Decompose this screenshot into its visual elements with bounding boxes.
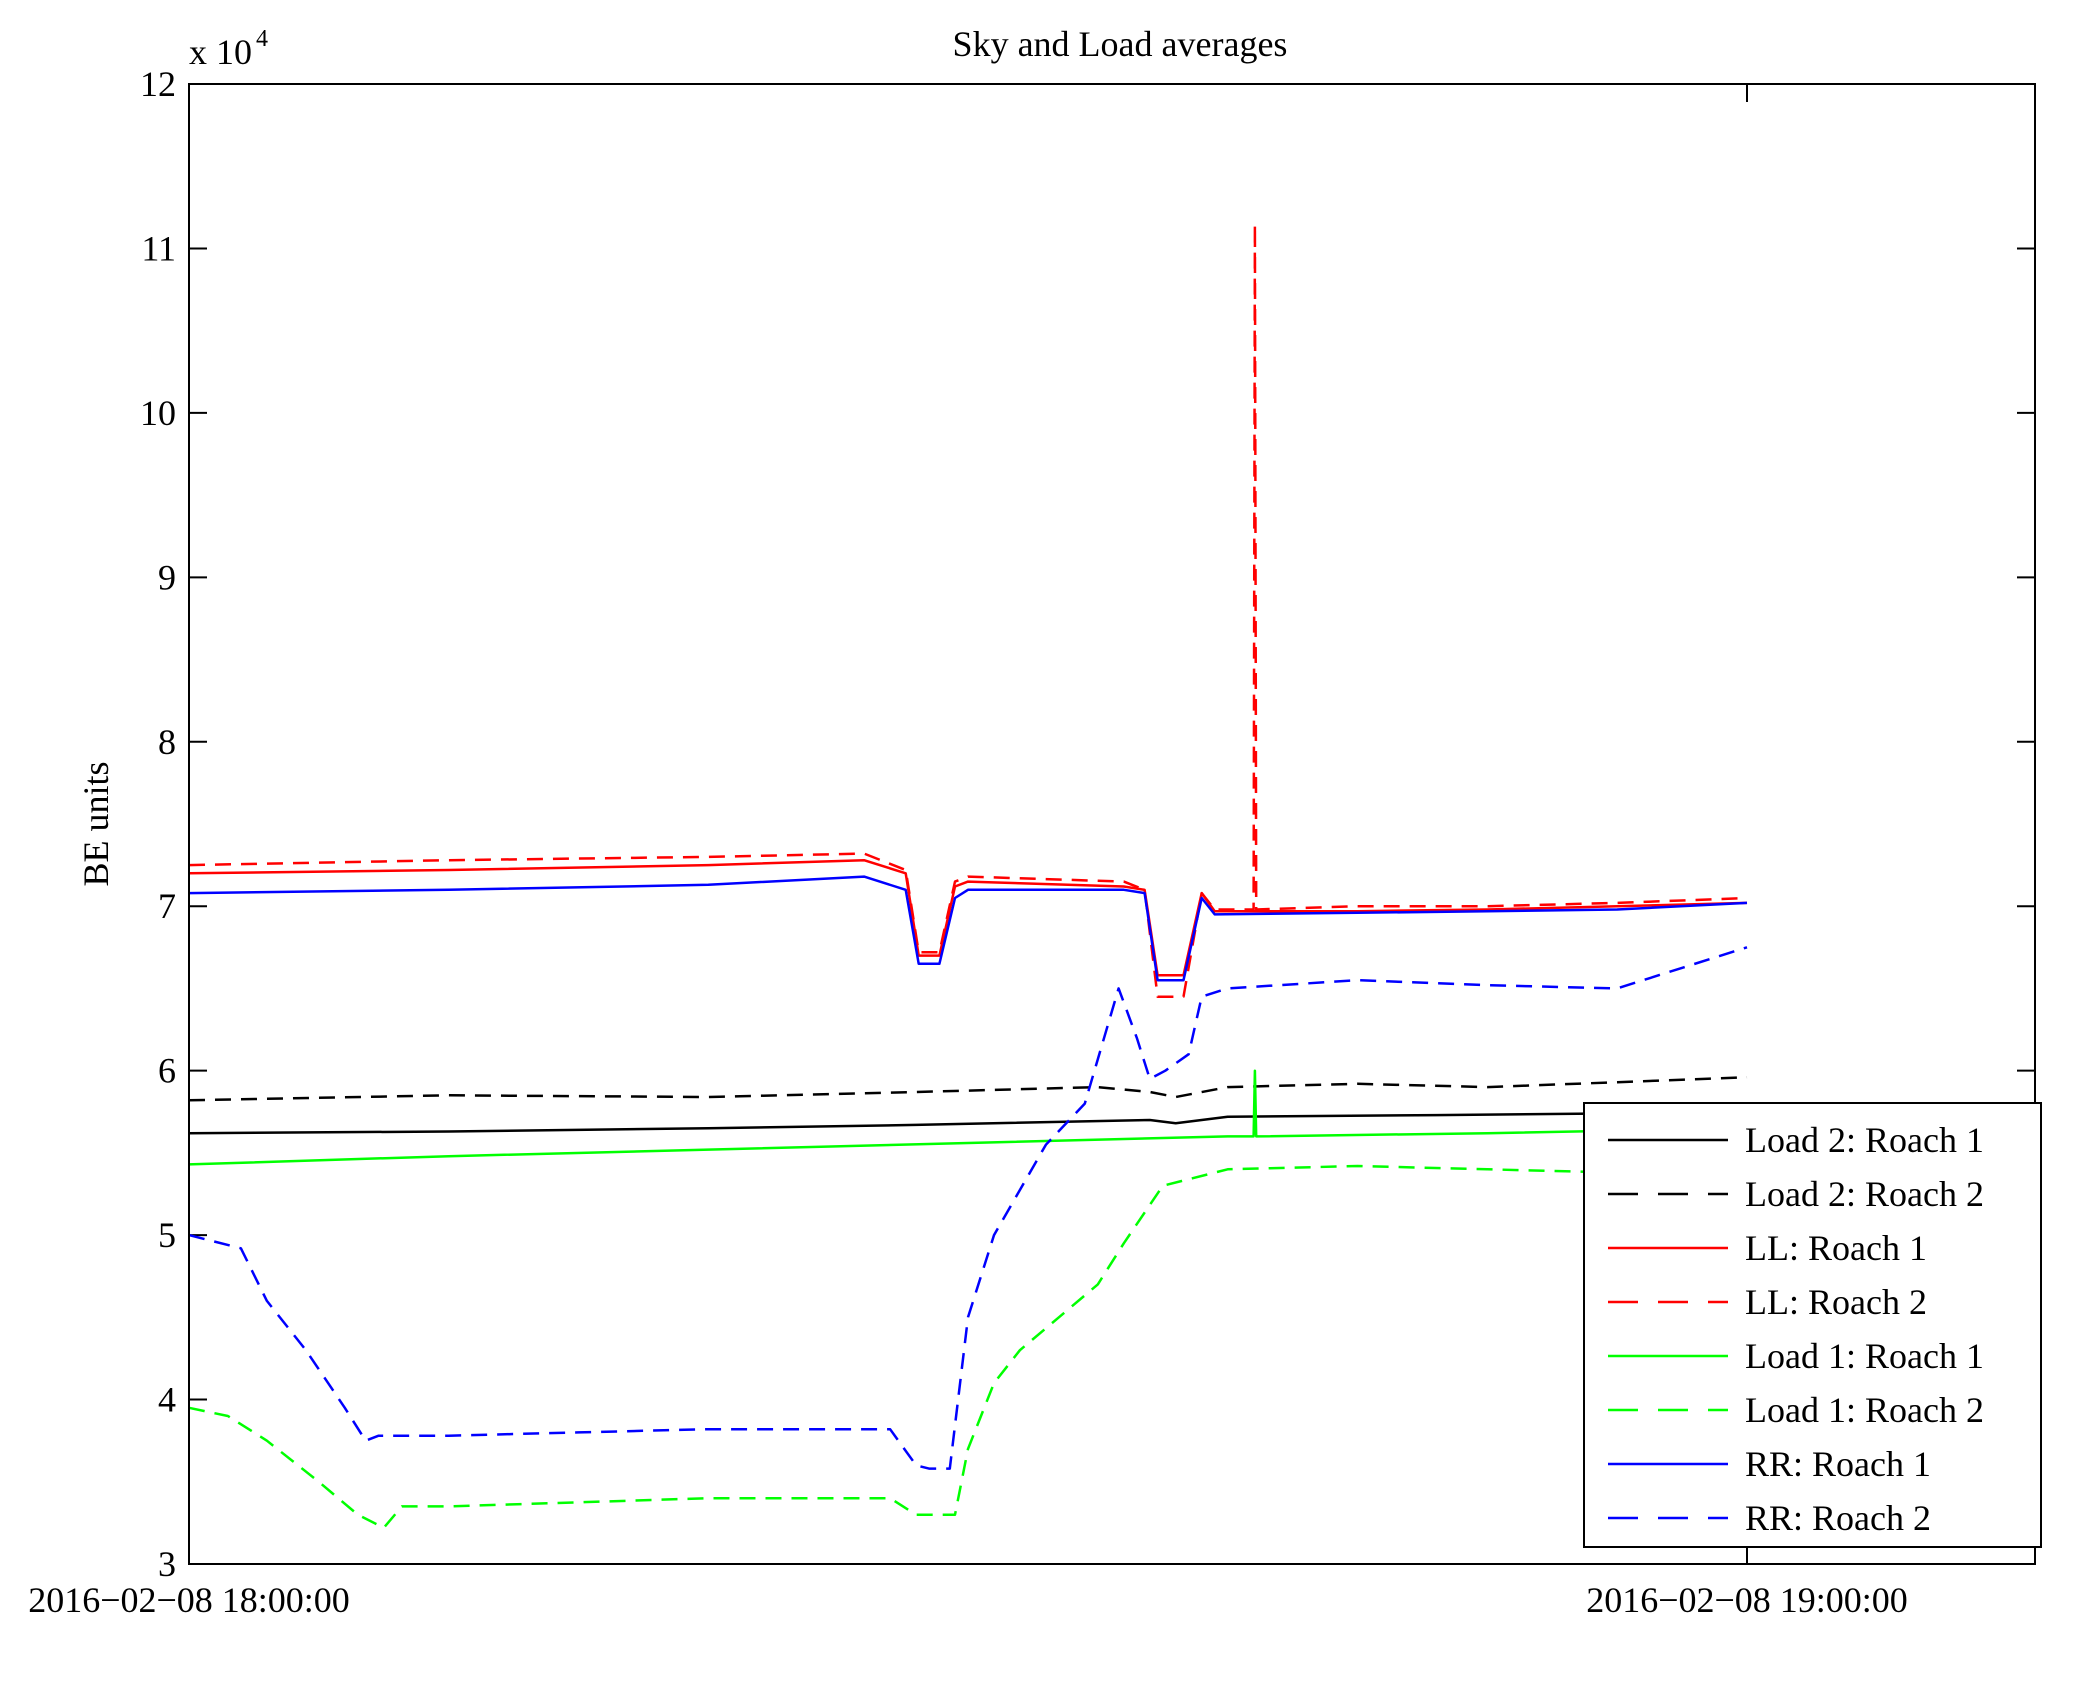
y-tick-label: 5 (158, 1215, 176, 1255)
legend-label: RR: Roach 1 (1745, 1444, 1931, 1484)
legend-label: Load 1: Roach 1 (1745, 1336, 1984, 1376)
series-line-rr-roach-1 (188, 875, 1748, 982)
y-tick-label: 12 (140, 64, 176, 104)
y-tick-labels: 3 4 5 6 7 8 9 10 11 12 (140, 64, 176, 1584)
y-multiplier-exponent: 4 (256, 26, 268, 52)
y-tick-label: 6 (158, 1051, 176, 1091)
x-tick-label: 2016−02−08 19:00:00 (1586, 1580, 1908, 1620)
series-line-ll-roach-1 (188, 858, 1748, 977)
y-multiplier-base: x 10 (189, 32, 252, 72)
x-tick-label: 2016−02−08 18:00:00 (28, 1580, 350, 1620)
legend-label: Load 1: Roach 2 (1745, 1390, 1984, 1430)
y-tick-label: 7 (158, 886, 176, 926)
y-axis-label: BE units (76, 761, 116, 886)
y-tick-label: 10 (140, 393, 176, 433)
series-line-ll-roach-2 (188, 222, 1748, 998)
series-layer (188, 222, 1748, 1530)
legend-label: LL: Roach 1 (1745, 1228, 1927, 1268)
series-line-load-2-roach-1 (188, 1108, 1748, 1135)
legend-label: LL: Roach 2 (1745, 1282, 1927, 1322)
series-line-load-1-roach-2 (188, 1164, 1748, 1530)
series-line-load-2-roach-2 (188, 1075, 1748, 1102)
y-tick-label: 11 (141, 228, 176, 268)
series-line-load-1-roach-1 (188, 1069, 1748, 1166)
legend: Load 2: Roach 1 Load 2: Roach 2 LL: Roach … (1583, 1102, 2042, 1548)
chart-title: Sky and Load averages (953, 24, 1288, 64)
series-line-rr-roach-2 (188, 946, 1748, 1470)
y-tick-label: 8 (158, 722, 176, 762)
plot-frame (188, 83, 2036, 1565)
legend-label: Load 2: Roach 1 (1745, 1120, 1984, 1160)
y-tick-label: 4 (158, 1380, 176, 1420)
legend-label: Load 2: Roach 2 (1745, 1174, 1984, 1214)
y-multiplier: x 10 4 (189, 26, 268, 72)
legend-label: RR: Roach 2 (1745, 1498, 1931, 1538)
y-tick-label: 3 (158, 1544, 176, 1584)
y-tick-label: 9 (158, 557, 176, 597)
x-tick-labels: 2016−02−08 18:00:00 2016−02−08 19:00:00 (28, 1580, 1908, 1620)
legend-box (1583, 1102, 2042, 1548)
